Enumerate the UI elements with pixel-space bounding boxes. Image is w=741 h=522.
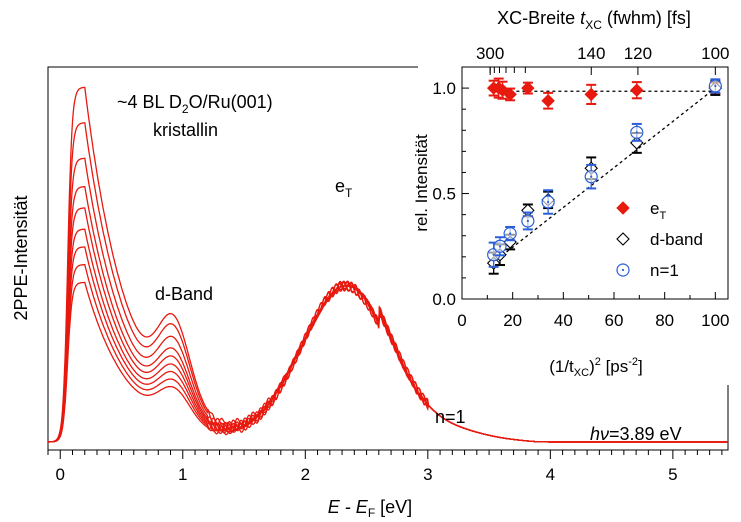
legend-label: n=1 [650,261,679,280]
n1-marker-dot [526,219,529,223]
inset-top-axis-label: XC-Breite tXC (fwhm) [fs] [497,8,691,32]
inset-axes: 0 20 40 60 80 100 0.0 0.5 1.0 300 140 120 100 [432,44,729,330]
inset-x-tick-label: 60 [605,311,624,330]
n1-marker-dot [714,84,717,88]
d-band-marker [616,232,630,246]
n1-marker-dot [509,232,512,235]
inset-background [418,55,736,385]
sample-label: ~4 BL D2O/Ru(001) [117,92,273,116]
inset-top-tick-label: 120 [624,44,652,63]
inset-x-tick-label: 0 [457,311,466,330]
n1-peak-label: n=1 [435,407,466,427]
inset-plot-frame [461,66,729,300]
inset-series [486,77,723,110]
inset-x-axis-label: (1/tXC)2 [ps-2] [549,356,643,379]
inset-legend: eT d-band n=1 [616,199,703,280]
photon-energy-label: hν=3.89 eV [590,424,682,444]
inset-y-axis-label: rel. Intensität [412,134,431,232]
inset-top-tick-label: 300 [476,44,504,63]
spectrum-curve [48,281,728,443]
spectrum-curves [47,86,728,443]
n1-marker-dot [492,253,495,256]
eT-marker [630,83,644,97]
inset-series [487,78,722,268]
n1-marker-dot [621,268,625,272]
phase-label: kristallin [153,120,218,140]
inset-plot: 0 20 40 60 80 100 0.0 0.5 1.0 300 140 120 100 eT d-ba… [412,8,736,385]
main-x-axis-label: E - EF [eV] [328,497,412,520]
n1-marker-dot [635,131,638,134]
n1-marker-dot [498,245,502,248]
inset-top-tick-label: 140 [577,44,605,63]
inset-top-tick-label: 100 [701,44,729,63]
main-x-tick-label: 3 [423,465,432,484]
inset-x-tick-label: 80 [655,311,674,330]
n1-marker-dot [547,200,550,204]
inset-data-points [486,77,723,275]
main-y-axis-label: 2PPE-Intensität [11,195,31,320]
main-x-tick-label: 0 [56,465,65,484]
main-x-tick-label: 4 [546,465,555,484]
main-x-axis: 0 1 2 3 4 5 [47,450,723,484]
d-band-label: d-Band [155,284,213,304]
main-x-tick-label: 5 [668,465,677,484]
eT-marker [584,87,598,102]
main-x-tick-label: 1 [178,465,187,484]
main-spectrum-plot: 0 1 2 3 4 5 2PPE-Intensität E - EF [eV] ~4 BL… [11,66,729,520]
eT-marker [541,94,555,108]
inset-y-tick-label: 0.5 [432,185,456,204]
inset-y-tick-label: 1.0 [432,79,456,98]
eT-peak-label: eT [335,176,353,200]
legend-label: d-band [650,230,703,249]
inset-x-tick-label: 100 [701,311,729,330]
n1-marker-dot [590,175,593,178]
fit-line [491,87,716,264]
inset-x-tick-label: 40 [554,311,573,330]
inset-x-tick-label: 20 [503,311,522,330]
inset-y-tick-label: 0.0 [432,290,456,309]
main-x-tick-label: 2 [301,465,310,484]
eT-marker [616,201,630,215]
eT-marker [503,87,517,102]
eT-marker [521,81,535,95]
legend-label: eT [650,199,666,222]
